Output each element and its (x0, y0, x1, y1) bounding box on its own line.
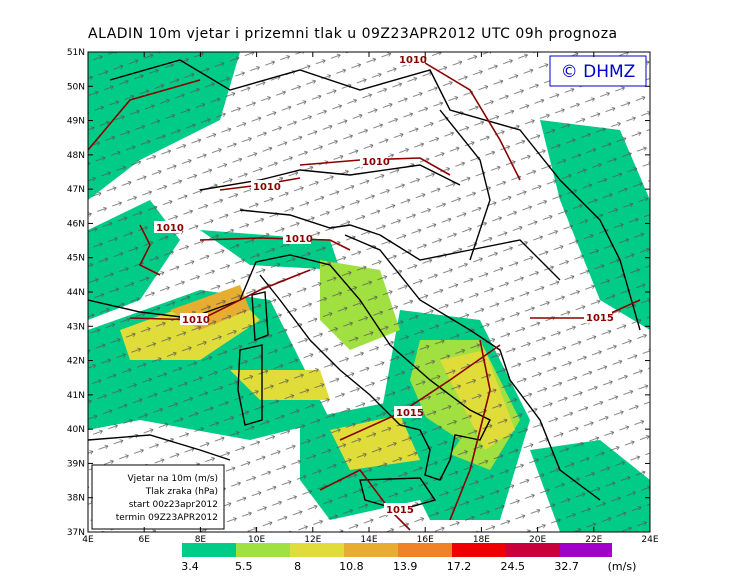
lat-label: 50N (67, 82, 85, 92)
lat-label: 38N (67, 494, 85, 504)
lon-label: 18E (473, 535, 490, 545)
lat-label: 39N (67, 459, 85, 469)
lat-label: 48N (67, 151, 85, 161)
colorbar-label: 5.5 (235, 560, 253, 573)
logo-box (549, 55, 647, 87)
colorbar-label: 13.9 (393, 560, 418, 573)
isobar-label: 1015 (586, 313, 614, 324)
lon-label: 16E (417, 535, 434, 545)
logo: © DHMZ (561, 62, 636, 82)
isobar-label: 1010 (399, 55, 427, 66)
colorbar-unit: (m/s) (608, 560, 637, 573)
lat-label: 47N (67, 185, 85, 195)
lat-label: 37N (67, 528, 85, 538)
lat-label: 51N (67, 48, 85, 58)
lon-label: 20E (529, 535, 546, 545)
legend-line: Vjetar na 10m (m/s) (128, 474, 218, 484)
lon-label: 8E (195, 535, 207, 545)
legend-line: termin 09Z23APR2012 (116, 513, 218, 523)
isobar-label: 1015 (386, 505, 414, 516)
lat-label: 49N (67, 117, 85, 127)
map: 1010 1010 1010 1010 1010 1010 1015 1015 … (88, 52, 650, 532)
isobar-label: 1010 (285, 234, 313, 245)
legend-line: Tlak zraka (hPa) (145, 487, 218, 497)
lat-label: 46N (67, 219, 85, 229)
lat-label: 42N (67, 357, 85, 367)
colorbar-label: 10.8 (339, 560, 364, 573)
legend-line: start 00z23apr2012 (129, 500, 218, 510)
lon-label: 14E (360, 535, 377, 545)
lon-label: 6E (138, 535, 150, 545)
isobar-label: 1010 (156, 223, 184, 234)
isobar-label: 1010 (182, 315, 210, 326)
colorbar-label: 17.2 (447, 560, 472, 573)
colorbar (182, 543, 612, 557)
lat-label: 41N (67, 391, 85, 401)
lat-label: 43N (67, 322, 85, 332)
colorbar-label: 24.5 (501, 560, 526, 573)
lon-label: 10E (248, 535, 265, 545)
colorbar-label: 8 (294, 560, 301, 573)
lon-label: 12E (304, 535, 321, 545)
lon-label: 22E (585, 535, 602, 545)
lat-label: 45N (67, 254, 85, 264)
lat-label: 40N (67, 425, 85, 435)
isobar-label: 1010 (362, 157, 390, 168)
title: ALADIN 10m vjetar i prizemni tlak u 09Z2… (88, 26, 618, 42)
lon-label: 24E (641, 535, 658, 545)
colorbar-label: 3.4 (181, 560, 199, 573)
lon-label: 4E (82, 535, 94, 545)
isobar-label: 1015 (396, 408, 424, 419)
colorbar-label: 32.7 (554, 560, 579, 573)
lat-label: 44N (67, 288, 85, 298)
isobar-label: 1010 (253, 182, 281, 193)
legend-box (91, 464, 225, 530)
